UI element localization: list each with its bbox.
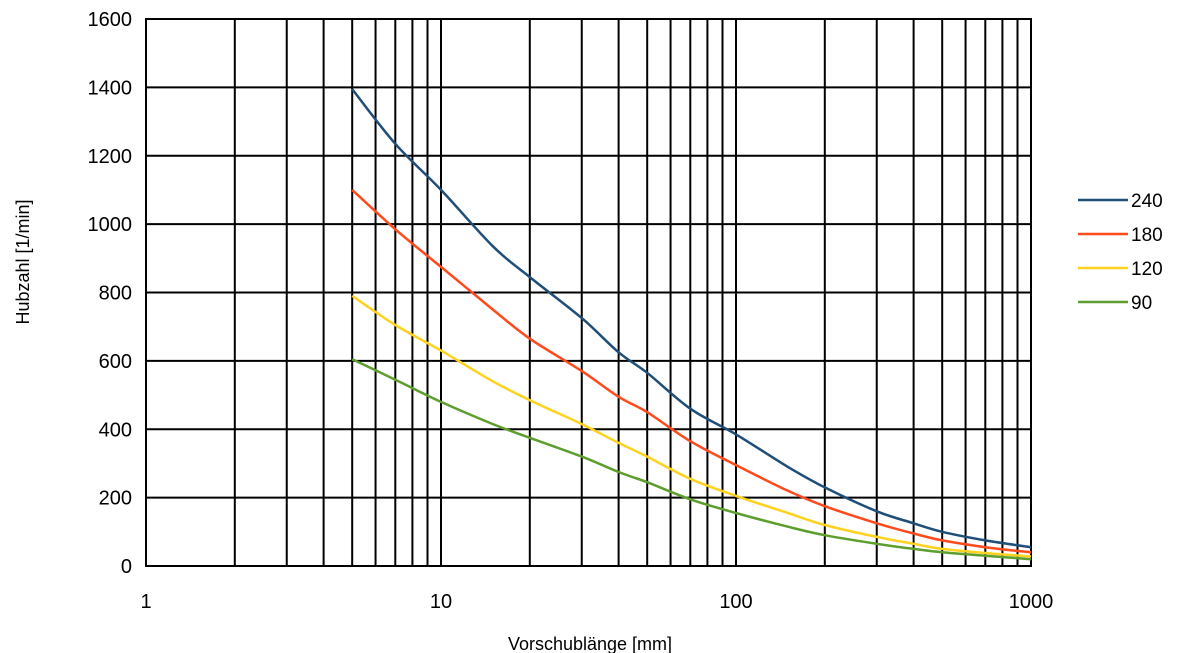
y-axis-title: Hubzahl [1/min] — [13, 199, 33, 324]
legend-label-240: 240 — [1131, 191, 1163, 212]
x-axis-tick-labels: 1 10 100 1000 — [140, 591, 1053, 613]
y-tick-label: 1600 — [88, 9, 133, 31]
series-line-120 — [351, 294, 1032, 558]
y-tick-label: 0 — [121, 556, 132, 578]
y-tick-label: 1000 — [88, 214, 133, 236]
y-tick-label: 1200 — [88, 146, 133, 168]
x-tick-label: 100 — [719, 591, 752, 613]
legend: 240 180 120 90 — [1078, 191, 1163, 314]
y-axis-tick-labels: 0 200 400 600 800 1000 1200 1400 1600 — [88, 9, 133, 578]
legend-label-90: 90 — [1131, 293, 1152, 314]
x-axis-title: Vorschublänge [mm] — [508, 634, 672, 653]
legend-label-120: 120 — [1131, 259, 1163, 280]
y-tick-label: 800 — [99, 283, 132, 305]
y-tick-label: 1400 — [88, 77, 133, 99]
series-line-240 — [351, 88, 1032, 549]
grid — [145, 18, 1032, 567]
x-tick-label: 10 — [430, 591, 452, 613]
series-line-90 — [351, 358, 1032, 561]
y-tick-label: 200 — [99, 488, 132, 510]
y-tick-label: 600 — [99, 351, 132, 373]
x-tick-label: 1 — [140, 591, 151, 613]
series-lines — [351, 88, 1032, 561]
series-line-180 — [351, 188, 1032, 554]
legend-label-180: 180 — [1131, 225, 1163, 246]
x-tick-label: 1000 — [1009, 591, 1054, 613]
y-tick-label: 400 — [99, 419, 132, 441]
